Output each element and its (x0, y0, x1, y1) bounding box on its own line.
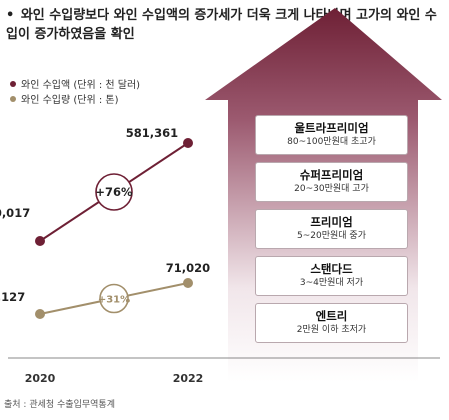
data-label: 71,020 (166, 261, 210, 275)
data-point (183, 278, 193, 288)
tier-name: 슈퍼프리미엄 (299, 168, 364, 182)
legend-swatch-value (10, 81, 16, 87)
growth-badge (99, 283, 129, 314)
legend-label-value: 와인 수입액 (단위 : 천 달러) (21, 80, 141, 91)
tier-card-ultra-premium: 울트라프리미엄 80~100만원대 초고가 (255, 115, 408, 155)
source-note: 출처 : 관세청 수출입무역통계 (4, 400, 115, 410)
tier-name: 울트라프리미엄 (294, 121, 369, 135)
tier-price: 2만원 이하 초저가 (296, 325, 367, 335)
growth-badge (95, 173, 133, 211)
tier-price: 20~30만원대 고가 (294, 184, 369, 194)
legend-import-volume: 와인 수입량 (단위 : 톤) (10, 94, 119, 108)
tier-name: 스탠다드 (310, 262, 353, 276)
legend-label-volume: 와인 수입량 (단위 : 톤) (21, 95, 119, 106)
tier-price: 3~4만원대 저가 (299, 278, 364, 288)
data-point (35, 309, 45, 319)
tier-card-standard: 스탠다드 3~4만원대 저가 (255, 256, 408, 296)
tier-card-entry: 엔트리 2만원 이하 초저가 (255, 303, 408, 343)
tier-price: 80~100만원대 초고가 (287, 137, 376, 147)
legend-import-value: 와인 수입액 (단위 : 천 달러) (10, 79, 140, 93)
tier-name: 엔트리 (315, 309, 348, 323)
x-tick-label: 2020 (25, 372, 56, 385)
tier-name: 프리미엄 (310, 215, 353, 229)
data-label: 330,017 (0, 206, 30, 220)
x-tick-label: 2022 (173, 372, 204, 385)
tier-price: 5~20만원대 중가 (297, 231, 366, 241)
tier-card-premium: 프리미엄 5~20만원대 중가 (255, 209, 408, 249)
legend-swatch-volume (10, 96, 16, 102)
tier-card-super-premium: 슈퍼프리미엄 20~30만원대 고가 (255, 162, 408, 202)
growth-label: +31% (98, 295, 130, 306)
data-label: 581,361 (126, 126, 178, 140)
data-label: 54,127 (0, 290, 25, 304)
data-point (183, 138, 193, 148)
growth-label: +76% (95, 185, 133, 199)
headline-bullet: • (6, 8, 15, 23)
data-point (35, 236, 45, 246)
